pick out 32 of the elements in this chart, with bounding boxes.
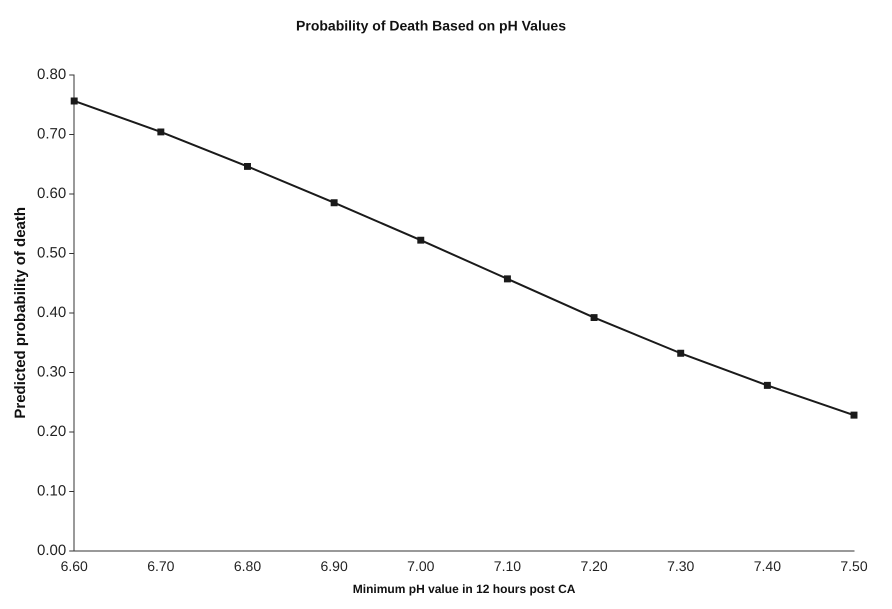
point: [590, 314, 598, 322]
y-tick-label: 0.20: [36, 422, 66, 440]
y-tick-label: 0.30: [36, 363, 66, 380]
x-tick-label: 7.20: [580, 558, 608, 574]
y-tick-label: 0.80: [36, 66, 66, 83]
point: [330, 199, 338, 206]
x-tick-label: 6.80: [234, 558, 262, 574]
y-tick-label: 0.40: [36, 304, 66, 321]
point: [157, 128, 164, 136]
point: [504, 275, 511, 282]
y-tick-label: 0.60: [36, 184, 66, 202]
y-tick-label: 0.70: [36, 125, 66, 142]
x-tick-label: 6.60: [60, 558, 88, 574]
x-tick-label: 7.30: [667, 558, 695, 574]
point: [764, 382, 771, 389]
point: [417, 236, 424, 244]
chart-title: Probability of Death Based on pH Values: [296, 17, 566, 34]
x-tick-label: 7.00: [407, 558, 435, 574]
point: [677, 350, 684, 357]
point: [244, 162, 251, 170]
y-tick-label: 0.50: [36, 244, 66, 262]
y-axis-title: Predicted probability of death: [12, 206, 30, 419]
point: [70, 98, 78, 104]
x-tick-label: 7.10: [494, 558, 522, 574]
y-tick-label: 0.10: [36, 482, 66, 500]
point: [850, 412, 858, 419]
y-tick-label: 0.00: [36, 542, 66, 559]
x-tick-label: 7.50: [840, 558, 868, 574]
x-tick-label: 7.40: [754, 558, 782, 574]
x-tick-label: 6.90: [320, 558, 348, 574]
x-tick-label: 6.70: [147, 558, 175, 574]
x-axis-title: Minimum pH value in 12 hours post CA: [352, 582, 576, 596]
